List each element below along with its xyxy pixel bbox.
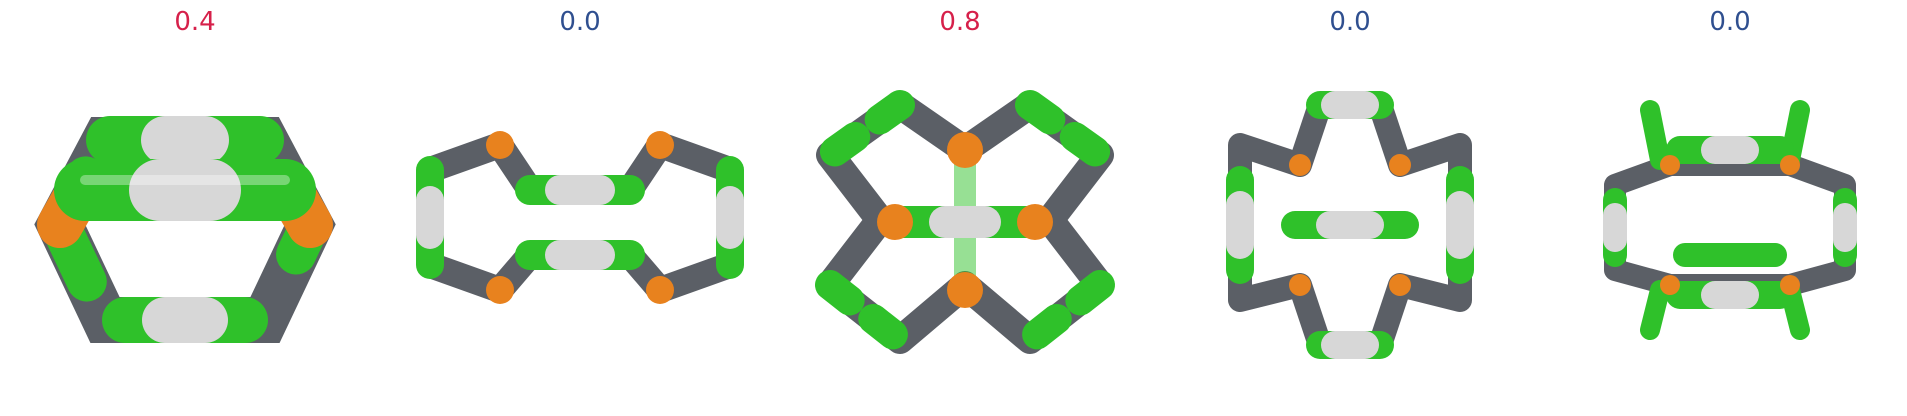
panel-2-molecule xyxy=(416,131,744,304)
panel-4-score: 0.0 xyxy=(1329,7,1371,37)
panel-4-molecule xyxy=(1226,91,1474,359)
panel-3-molecule xyxy=(815,90,1115,355)
panel-3-score: 0.8 xyxy=(939,7,981,37)
panel-2-score: 0.0 xyxy=(559,7,601,37)
panel-5-score: 0.0 xyxy=(1709,7,1751,37)
panel-5-molecule xyxy=(1603,100,1857,340)
panel-1-score: 0.4 xyxy=(174,7,216,37)
panel-1-molecule xyxy=(34,116,336,343)
